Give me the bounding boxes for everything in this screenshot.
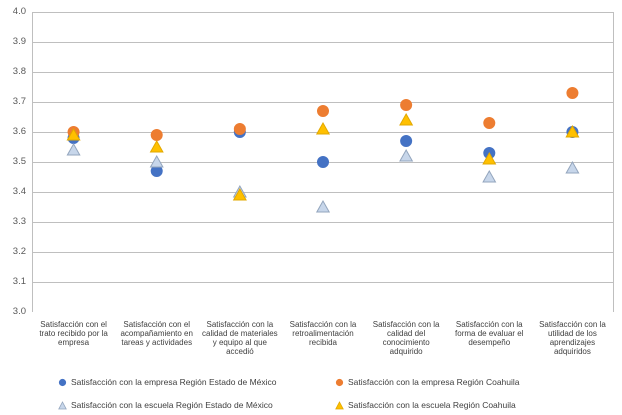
legend-triangle-icon xyxy=(58,400,67,409)
x-category-label: Satisfacción con la utilidad de los apre… xyxy=(539,320,606,356)
data-point-marker xyxy=(315,121,331,135)
legend-triangle-icon xyxy=(335,400,344,409)
y-tick-label: 3.5 xyxy=(12,156,26,167)
plot-canvas xyxy=(32,12,614,312)
y-tick-label: 3.9 xyxy=(12,36,26,47)
y-tick-label: 4.0 xyxy=(12,6,26,17)
data-point-marker xyxy=(232,187,247,201)
data-point-marker xyxy=(399,112,414,126)
data-point-marker xyxy=(566,87,579,99)
y-tick-label: 3.6 xyxy=(12,126,26,137)
y-tick-label: 3.3 xyxy=(12,216,26,227)
data-point-marker xyxy=(317,105,329,117)
data-point-marker xyxy=(317,156,329,168)
legend-item: Satisfacción con la empresa Región Coahu… xyxy=(335,377,520,387)
legend-label: Satisfacción con la empresa Región Estad… xyxy=(71,377,277,387)
data-point-marker xyxy=(149,139,164,153)
legend-item: Satisfacción con la escuela Región Coahu… xyxy=(335,400,516,410)
data-point-marker xyxy=(482,169,497,183)
x-category-label: Satisfacción con la retroalimentación re… xyxy=(289,320,357,347)
legend-label: Satisfacción con la escuela Región Coahu… xyxy=(348,400,516,410)
legend-label: Satisfacción con la empresa Región Coahu… xyxy=(348,377,520,387)
data-point-marker xyxy=(66,142,81,156)
x-category-label: Satisfacción con el acompañamiento en ta… xyxy=(120,320,193,347)
legend-item: Satisfacción con la escuela Región Estad… xyxy=(58,400,273,410)
y-tick-label: 3.2 xyxy=(12,246,26,257)
plot-area xyxy=(32,12,614,312)
y-tick-label: 3.1 xyxy=(12,276,26,287)
y-tick-label: 3.7 xyxy=(12,96,26,107)
y-tick-label: 3.4 xyxy=(12,186,26,197)
data-point-marker xyxy=(565,160,580,174)
legend-circle-icon xyxy=(335,378,344,386)
legend-label: Satisfacción con la escuela Región Estad… xyxy=(71,400,273,410)
legend-circle-icon xyxy=(58,378,67,386)
x-category-label: Satisfacción con la calidad del conocimi… xyxy=(372,320,440,356)
legend-item: Satisfacción con la empresa Región Estad… xyxy=(58,377,277,387)
data-point-marker xyxy=(233,123,246,135)
data-point-marker xyxy=(565,124,580,138)
data-point-marker xyxy=(149,154,164,168)
data-point-marker xyxy=(399,148,414,162)
data-point-marker xyxy=(482,151,497,165)
x-category-label: Satisfacción con el trato recibido por l… xyxy=(39,320,108,347)
data-point-marker xyxy=(400,135,413,147)
data-point-marker xyxy=(315,199,331,213)
data-point-marker xyxy=(66,127,81,141)
y-tick-label: 3.0 xyxy=(12,306,26,317)
data-point-marker xyxy=(400,99,413,111)
x-category-label: Satisfacción con la calidad de materiale… xyxy=(202,320,278,356)
x-category-label: Satisfacción con la forma de evaluar el … xyxy=(455,320,524,347)
data-point-marker xyxy=(483,117,496,129)
y-tick-label: 3.8 xyxy=(12,66,26,77)
x-axis-labels: Satisfacción con el trato recibido por l… xyxy=(32,320,614,356)
data-point-marker xyxy=(150,129,163,141)
